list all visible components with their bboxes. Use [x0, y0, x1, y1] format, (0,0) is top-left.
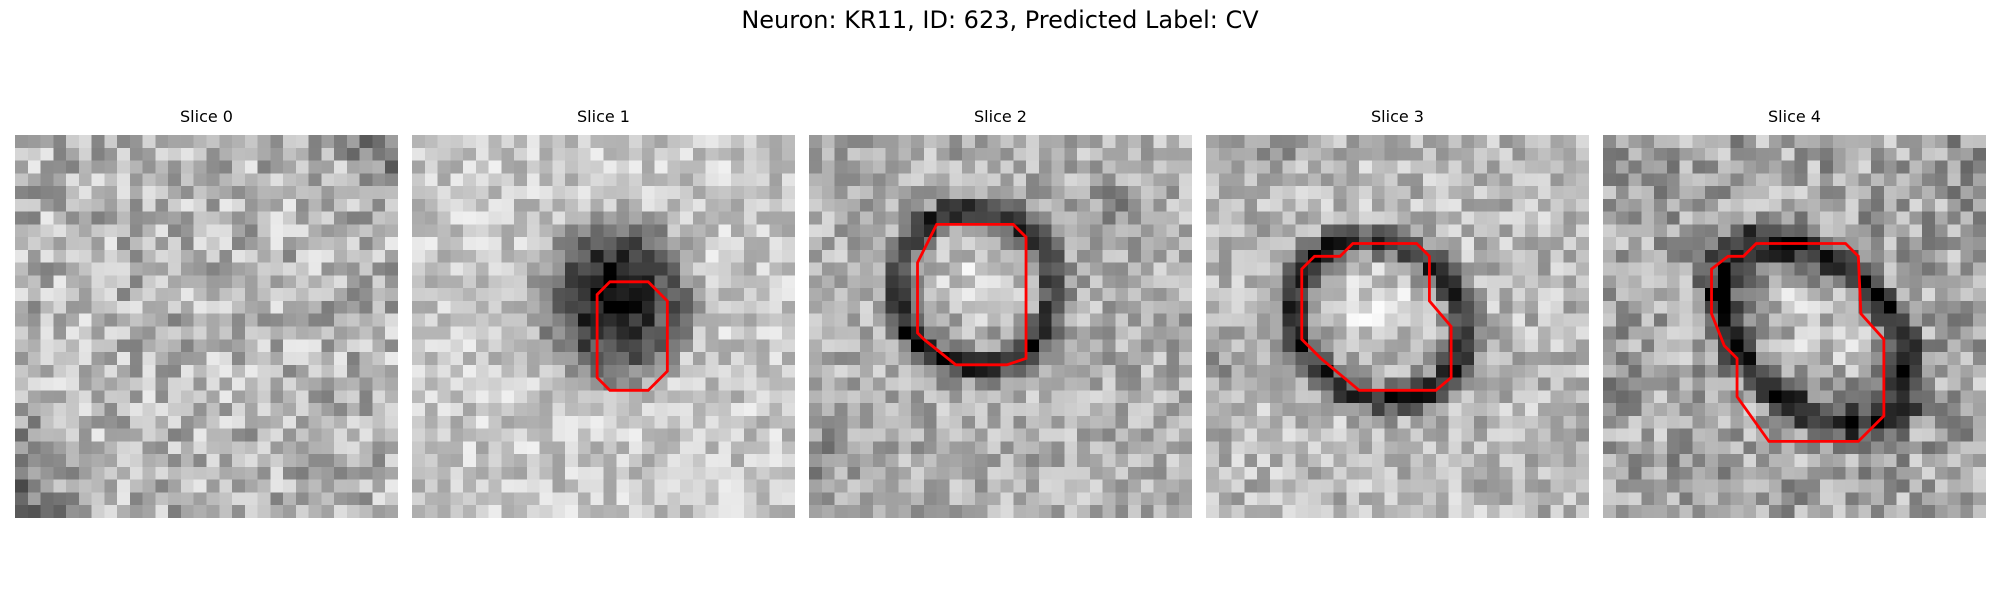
slice-pixels: [1206, 135, 1589, 518]
slice-pixels: [1603, 135, 1986, 518]
slice-image-2: [809, 135, 1192, 518]
slice-panel-4: Slice 4: [1603, 105, 1986, 518]
slice-panel-0: Slice 0: [15, 105, 398, 518]
slice-image-0: [15, 135, 398, 518]
slice-pixels: [412, 135, 795, 518]
slice-pixels: [15, 135, 398, 518]
slice-image-1: [412, 135, 795, 518]
figure-title: Neuron: KR11, ID: 623, Predicted Label: …: [0, 6, 2000, 34]
slice-image-3: [1206, 135, 1589, 518]
slice-panel-3: Slice 3: [1206, 105, 1589, 518]
slice-panel-2: Slice 2: [809, 105, 1192, 518]
slice-title: Slice 3: [1206, 105, 1589, 131]
slice-panel-1: Slice 1: [412, 105, 795, 518]
slice-title: Slice 2: [809, 105, 1192, 131]
slice-title: Slice 4: [1603, 105, 1986, 131]
slice-title: Slice 1: [412, 105, 795, 131]
slice-pixels: [809, 135, 1192, 518]
slice-title: Slice 0: [15, 105, 398, 131]
slice-image-4: [1603, 135, 1986, 518]
